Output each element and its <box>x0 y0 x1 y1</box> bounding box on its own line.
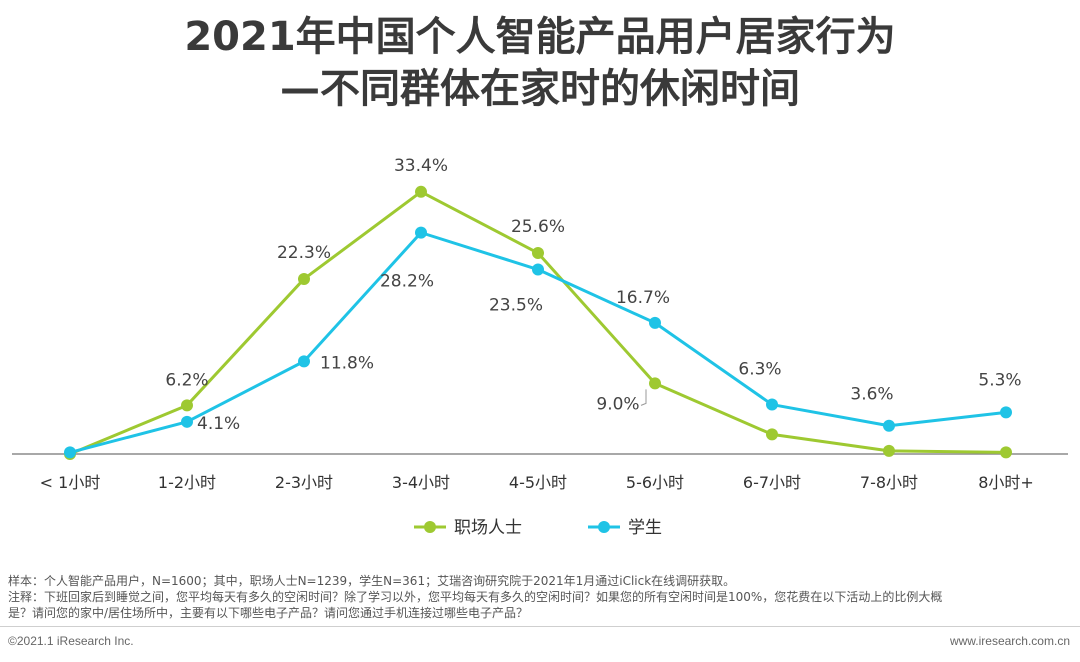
x-tick-label: 5-6小时 <box>626 473 684 492</box>
data-label: 33.4% <box>394 156 448 176</box>
data-label: 11.8% <box>320 353 374 373</box>
legend-label: 学生 <box>628 518 662 538</box>
sample-note: 样本：个人智能产品用户，N=1600；其中，职场人士N=1239，学生N=361… <box>8 574 736 588</box>
data-label: 23.5% <box>489 296 543 316</box>
x-tick-label: 2-3小时 <box>275 473 333 492</box>
data-label: 25.6% <box>511 217 565 237</box>
legend-swatch-marker <box>424 521 436 533</box>
data-point <box>298 272 310 285</box>
data-label: 9.0% <box>596 394 639 414</box>
footer-divider <box>0 626 1080 627</box>
data-point <box>532 263 544 276</box>
data-point <box>415 185 427 198</box>
data-point <box>415 226 427 239</box>
data-point <box>883 419 895 432</box>
legend-swatch-marker <box>598 521 610 533</box>
data-point <box>649 377 661 390</box>
annotation-note-line2: 是？请问您的家中/居住场所中，主要有以下哪些电子产品？请问您通过手机连接过哪些电… <box>8 606 529 620</box>
x-tick-label: 1-2小时 <box>158 473 216 492</box>
data-label: 22.3% <box>277 243 331 263</box>
data-point <box>181 415 193 428</box>
x-tick-label: 3-4小时 <box>392 473 450 492</box>
data-point <box>883 444 895 457</box>
data-label: 4.1% <box>197 414 240 434</box>
annotation-note-line1: 注释：下班回家后到睡觉之间，您平均每天有多久的空闲时间？除了学习以外，您平均每天… <box>8 590 943 604</box>
data-label: 3.6% <box>850 385 893 405</box>
data-point <box>1000 446 1012 459</box>
data-point <box>532 247 544 260</box>
data-label: 16.7% <box>616 288 670 308</box>
data-label: 6.3% <box>738 360 781 380</box>
data-point <box>298 355 310 368</box>
data-point <box>1000 406 1012 419</box>
x-tick-label: < 1小时 <box>40 473 101 492</box>
chart-title-line1: 2021年中国个人智能产品用户居家行为 <box>184 14 896 60</box>
data-label: 6.2% <box>165 370 208 390</box>
copyright: ©2021.1 iResearch Inc. <box>8 634 134 648</box>
website-url: www.iresearch.com.cn <box>949 634 1070 648</box>
data-point <box>766 398 778 411</box>
chart-title-line2: —不同群体在家时的休闲时间 <box>280 66 800 112</box>
x-tick-label: 4-5小时 <box>509 473 567 492</box>
data-point <box>649 316 661 329</box>
data-point <box>766 428 778 441</box>
label-leader-line <box>640 389 647 406</box>
data-label: 5.3% <box>978 370 1021 390</box>
x-tick-label: 8小时+ <box>978 473 1034 492</box>
x-tick-label: 7-8小时 <box>860 473 918 492</box>
x-tick-label: 6-7小时 <box>743 473 801 492</box>
line-chart: < 1小时 1-2小时 2-3小时 3-4小时 4-5小时 5-6小时 6-7小时 7-8小时… <box>12 156 1068 538</box>
data-label: 28.2% <box>380 272 434 292</box>
data-point <box>181 399 193 412</box>
legend-label: 职场人士 <box>454 518 522 538</box>
data-point <box>64 446 76 459</box>
